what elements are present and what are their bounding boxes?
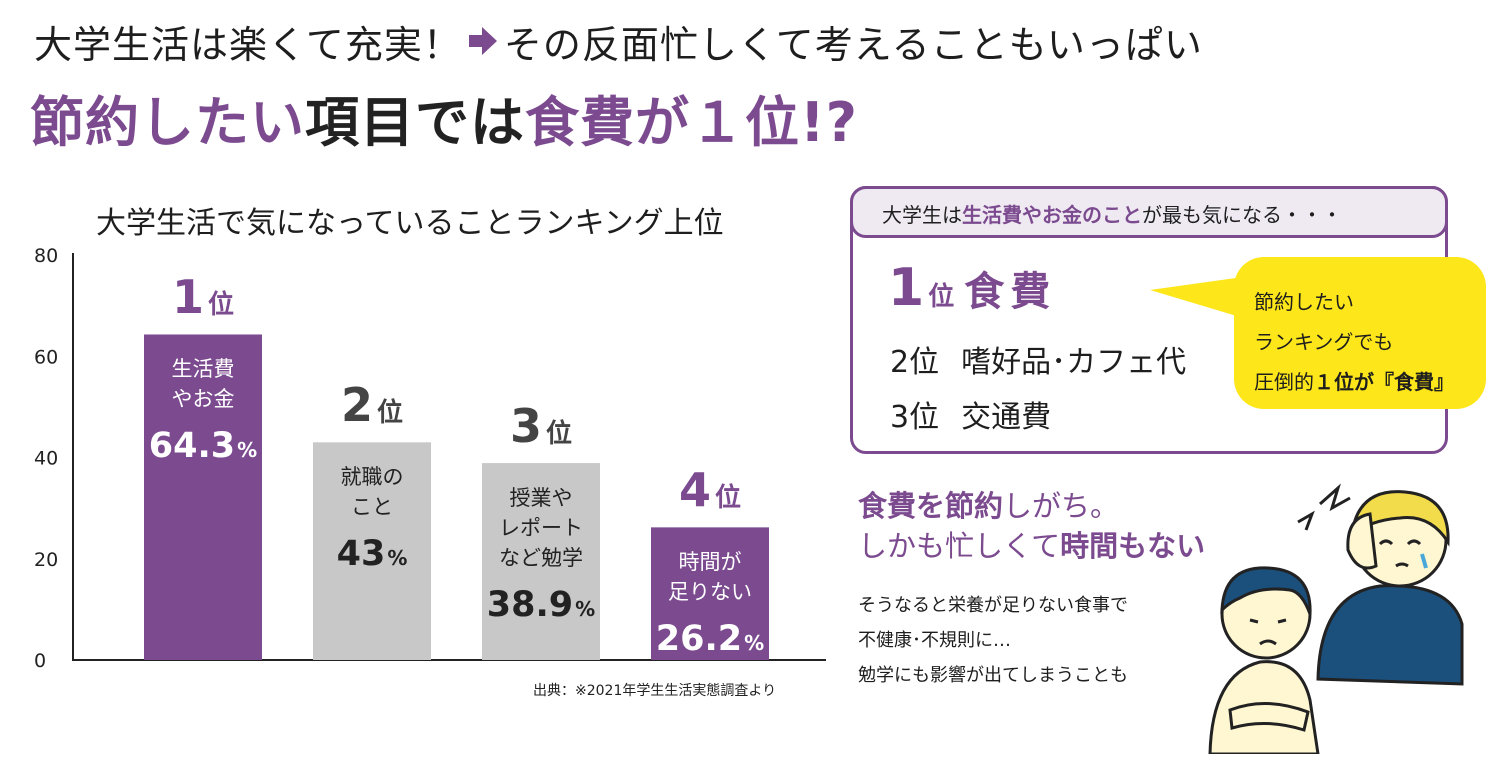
body-text: そうなると栄養が足りない食事で 不健康･不規則に… 勉学にも影響が出てしまうこと…	[858, 588, 1128, 693]
rank-number: 4	[678, 463, 711, 518]
value-number: 64.3	[148, 426, 236, 467]
ranking-item: 食費	[964, 269, 1057, 315]
y-tick-label: 80	[34, 245, 58, 267]
headline-food: 食費が	[525, 91, 690, 154]
value-percent: %	[387, 546, 408, 571]
rank-suffix: 位	[208, 290, 235, 321]
source-note: 出典：※2021年学生生活実態調査より	[533, 683, 777, 699]
sub-line-2b: 時間もない	[1060, 529, 1206, 563]
value-percent: %	[744, 631, 765, 656]
value-number: 38.9	[486, 585, 574, 626]
rank-number: 2	[340, 378, 373, 433]
ranking-number: 2	[890, 345, 910, 380]
bar-value-label: 43%	[313, 534, 431, 574]
ranking-item: 交通費	[961, 400, 1052, 435]
ranking-suffix: 位	[909, 400, 940, 435]
body-line-3: 勉学にも影響が出てしまうことも	[858, 665, 1128, 686]
bar	[482, 463, 600, 660]
bar-category-label: 就職の こと	[340, 465, 404, 520]
ranking-row-2: 2位 嗜好品･カフェ代	[890, 337, 1186, 381]
ranking-suffix: 位	[928, 282, 955, 312]
ranking-suffix: 位	[909, 345, 940, 380]
header-text-b: 生活費やお金のこと	[962, 203, 1142, 227]
headline-first: １位!?	[690, 91, 858, 154]
speech-bubble	[1234, 257, 1486, 409]
header-text-c: が最も気になる・・・	[1142, 203, 1342, 227]
value-number: 43	[336, 534, 386, 575]
speech-bubble-text: 節約したい ランキングでも 圧倒的１位が『食費』	[1254, 282, 1454, 402]
rank-suffix: 位	[715, 483, 742, 514]
headline-part-b: その反面忙しくて考えることもいっぱい	[503, 23, 1203, 67]
rank-suffix: 位	[546, 419, 573, 450]
headline-items: 項目では	[305, 91, 525, 154]
arrow-right-icon	[466, 23, 500, 67]
worried-students-illustration	[1208, 483, 1464, 754]
speech-bubble-tail	[1150, 276, 1250, 320]
sub-line-1b: しがち。	[1003, 489, 1120, 523]
headline-line2: 節約したい項目では食費が１位!?	[30, 78, 858, 157]
bar-category-label: 時間が 足りない	[668, 550, 752, 605]
sub-line-2a: しかも忙しくて	[858, 529, 1061, 563]
ranking-box-header	[850, 186, 1448, 238]
ranking-number: 1	[888, 258, 925, 318]
student-back-icon	[1297, 483, 1464, 686]
headline-line1: 大学生活は楽くて充実！ その反面忙しくて考えることもいっぱい	[34, 14, 1203, 73]
body-line-2: 不健康･不規則に…	[858, 630, 1011, 651]
bubble-line-2: ランキングでも	[1254, 330, 1394, 354]
ranking-row-3: 3位 交通費	[890, 392, 1051, 436]
headline-savings: 節約したい	[30, 91, 305, 154]
ranking-number: 3	[890, 400, 910, 435]
rank-suffix: 位	[377, 398, 404, 429]
bar	[651, 527, 769, 660]
bar-chart: 0 20 40 60 80	[34, 245, 826, 672]
rank-number: 3	[509, 399, 542, 454]
ranking-row-1: 1 位食費	[888, 258, 1056, 318]
value-number: 26.2	[655, 619, 743, 660]
bar	[144, 334, 262, 660]
bubble-line-1: 節約したい	[1254, 290, 1354, 314]
y-tick-label: 40	[34, 448, 58, 470]
bar-value-label: 64.3%	[144, 426, 262, 466]
value-percent: %	[575, 597, 596, 622]
student-front-icon	[1208, 566, 1320, 754]
sub-headline: 食費を節約しがち。 しかも忙しくて時間もない	[858, 486, 1205, 566]
bar	[313, 442, 431, 660]
value-percent: %	[237, 438, 258, 463]
ranking-item: 嗜好品･カフェ代	[961, 345, 1187, 380]
bubble-line-3: 圧倒的１位が『食費』	[1254, 362, 1454, 402]
ranking-box-header-text: 大学生は生活費やお金のことが最も気になる・・・	[882, 199, 1342, 228]
header-text-a: 大学生は	[882, 203, 962, 227]
bar-category-label: 生活費 やお金	[171, 357, 235, 412]
body-line-1: そうなると栄養が足りない食事で	[858, 595, 1128, 616]
y-tick-label: 60	[34, 346, 58, 368]
bubble-line-3b: １位が『食費』	[1314, 370, 1454, 394]
rank-number: 1	[171, 270, 204, 325]
headline-part-a: 大学生活は楽くて充実！	[34, 23, 462, 67]
bubble-line-3a: 圧倒的	[1254, 370, 1314, 394]
y-tick-label: 20	[34, 549, 58, 571]
bar-value-label: 26.2%	[651, 619, 769, 659]
sub-line-1a: 食費を節約	[858, 489, 1004, 523]
chart-title: 大学生活で気になっていることランキング上位	[96, 206, 724, 241]
y-tick-label: 0	[34, 650, 46, 672]
bar-category-label: 授業や レポート など勉学	[499, 486, 583, 571]
bar-value-label: 38.9%	[482, 585, 600, 625]
